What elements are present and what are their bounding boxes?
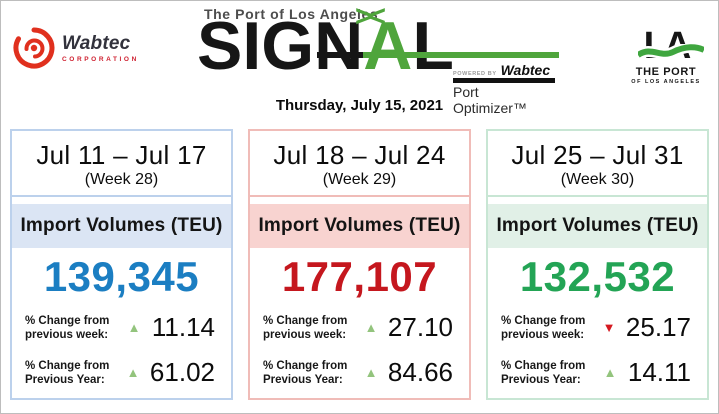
import-volumes-label: Import Volumes (TEU) (20, 215, 223, 236)
row-label: % Change from previous week: (25, 314, 117, 342)
card-date-header: Jul 11 – Jul 17 (Week 28) (12, 131, 231, 197)
import-volumes-band: Import Volumes (TEU) (250, 204, 469, 248)
wabtec-corporation-label: CORPORATION (62, 55, 139, 63)
import-volumes-band: Import Volumes (TEU) (12, 204, 231, 248)
up-triangle-icon: ▲ (364, 364, 378, 380)
up-triangle-icon: ▲ (364, 319, 378, 335)
row-label-line2: Previous Year: (263, 373, 343, 386)
row-label: % Change from Previous Year: (25, 359, 116, 387)
change-value: 25.17 (625, 312, 691, 342)
up-triangle-icon: ▲ (603, 364, 617, 380)
port-optimizer-label: Port Optimizer™ (453, 78, 555, 116)
card-date-header: Jul 18 – Jul 24 (Week 29) (250, 131, 469, 197)
change-from-previous-week-row: % Change from previous week: ▲ 27.10 (250, 305, 469, 350)
la-wave-icon (637, 44, 704, 60)
report-date: Thursday, July 15, 2021 (275, 97, 444, 114)
row-label-line2: previous week: (25, 328, 109, 341)
week-label: (Week 29) (322, 170, 397, 188)
row-label: % Change from Previous Year: (263, 359, 354, 387)
change-value: 84.66 (387, 357, 453, 387)
week-label: (Week 30) (560, 170, 635, 188)
import-volume-value: 132,532 (519, 252, 676, 300)
powered-by-label: POWERED BY (453, 71, 497, 77)
week-card-30: Jul 25 – Jul 31 (Week 30) Import Volumes… (486, 129, 709, 400)
week-card-28: Jul 11 – Jul 17 (Week 28) Import Volumes… (10, 129, 233, 400)
row-label-line1: % Change from (25, 359, 110, 372)
change-value: 11.14 (151, 312, 215, 342)
port-of-los-angeles-kicker: The Port of Los Angeles (204, 6, 379, 22)
powered-by-wabtec-brand: Wabtec (500, 62, 551, 78)
powered-by-block: POWERED BY Wabtec Port Optimizer™ (453, 63, 583, 116)
wabtec-corporation-logo: Wabtec CORPORATION (13, 27, 139, 69)
date-range: Jul 25 – Jul 31 (511, 139, 684, 170)
signal-strike-black (317, 52, 363, 58)
change-from-previous-week-row: % Change from previous week: ▲ 11.14 (12, 305, 231, 350)
change-from-previous-week-row: % Change from previous week: ▼ 25.17 (488, 305, 707, 350)
row-label-line2: Previous Year: (501, 373, 581, 386)
change-value: 27.10 (387, 312, 453, 342)
signal-letter-a: A (363, 8, 413, 84)
week-cards: Jul 11 – Jul 17 (Week 28) Import Volumes… (1, 129, 718, 400)
signal-letters-left: SIGN (197, 8, 364, 84)
date-range: Jul 18 – Jul 24 (273, 139, 446, 170)
change-value: 14.11 (627, 357, 691, 387)
up-triangle-icon: ▲ (126, 364, 140, 380)
row-label-line1: % Change from (263, 314, 348, 327)
row-label-line2: previous week: (263, 328, 347, 341)
signal-letter-l: L (412, 8, 454, 84)
signal-antenna-marks-icon: >< (355, 0, 386, 33)
wabtec-brand-text: Wabtec (62, 32, 131, 54)
row-label-line2: Previous Year: (25, 373, 105, 386)
row-label-line1: % Change from (25, 314, 110, 327)
row-label-line1: % Change from (263, 359, 348, 372)
signal-strike-green (363, 52, 559, 58)
change-from-previous-year-row: % Change from Previous Year: ▲ 61.02 (12, 350, 231, 395)
week-card-29: Jul 18 – Jul 24 (Week 29) Import Volumes… (248, 129, 471, 400)
date-range: Jul 11 – Jul 17 (36, 139, 207, 170)
signal-logo: SIGNAL >< (197, 2, 559, 84)
la-logo-word: LA (637, 27, 704, 65)
change-from-previous-year-row: % Change from Previous Year: ▲ 84.66 (250, 350, 469, 395)
la-port-logo: LA THE PORT OF LOS ANGELES (628, 27, 704, 85)
row-label-line1: % Change from (501, 314, 586, 327)
import-volumes-band: Import Volumes (TEU) (488, 204, 707, 248)
import-volume-value: 139,345 (43, 252, 200, 300)
wabtec-logo-icon (13, 27, 55, 69)
row-label: % Change from previous week: (263, 314, 354, 342)
change-value: 61.02 (149, 357, 215, 387)
row-label: % Change from previous week: (501, 314, 592, 342)
import-volume-value: 177,107 (281, 252, 438, 300)
row-label: % Change from Previous Year: (501, 359, 593, 387)
la-port-line1: THE PORT (635, 66, 697, 78)
change-from-previous-year-row: % Change from Previous Year: ▲ 14.11 (488, 350, 707, 395)
card-date-header: Jul 25 – Jul 31 (Week 30) (488, 131, 707, 197)
row-label-line1: % Change from (501, 359, 586, 372)
la-port-line2: OF LOS ANGELES (631, 79, 701, 85)
import-volumes-label: Import Volumes (TEU) (258, 215, 461, 236)
row-label-line2: previous week: (501, 328, 585, 341)
week-label: (Week 28) (84, 170, 159, 188)
import-volumes-label: Import Volumes (TEU) (496, 215, 699, 236)
down-triangle-icon: ▼ (602, 319, 616, 335)
up-triangle-icon: ▲ (127, 319, 141, 335)
